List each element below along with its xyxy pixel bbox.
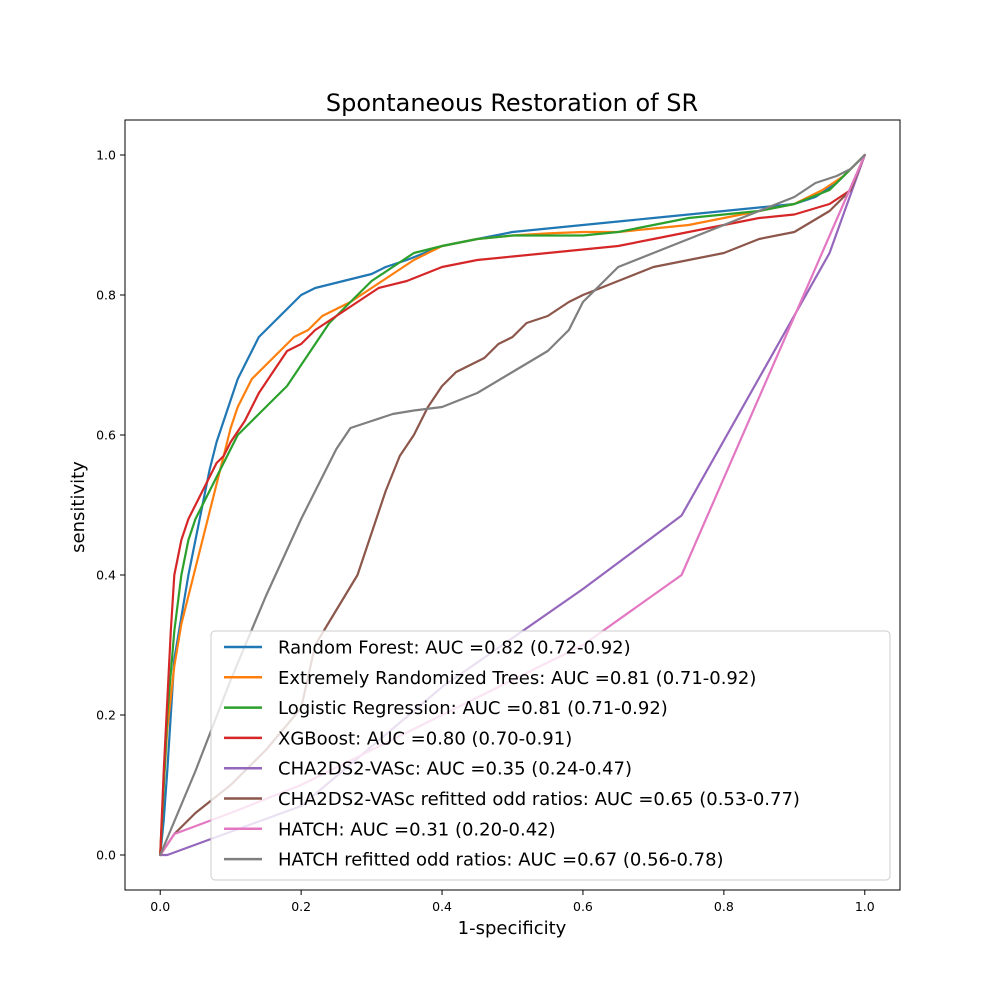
legend-frame	[210, 630, 891, 881]
legend-entry-label: Random Forest: AUC =0.82 (0.72-0.92)	[278, 638, 631, 659]
y-tick-label: 0.2	[96, 708, 116, 723]
x-tick-label: 1.0	[855, 899, 875, 914]
plot-frame	[124, 119, 901, 891]
x-axis-label: 1-specificity	[458, 918, 567, 939]
x-tick-label: 0.4	[432, 899, 452, 914]
legend-entry-label: CHA2DS2-VASc refitted odd ratios: AUC =0…	[278, 789, 800, 810]
x-tick-label: 0.8	[714, 899, 734, 914]
y-tick-label: 0.4	[96, 568, 116, 583]
legend-entry-label: HATCH refitted odd ratios: AUC =0.67 (0.…	[278, 850, 724, 871]
y-axis-label: sensitivity	[68, 461, 89, 553]
legend-entry-label: Logistic Regression: AUC =0.81 (0.71-0.9…	[278, 698, 668, 719]
legend: Random Forest: AUC =0.82 (0.72-0.92) Extr…	[210, 630, 891, 881]
x-tick-label: 0.0	[150, 899, 170, 914]
y-tick-label: 1.0	[96, 148, 116, 163]
series-line-3	[159, 153, 866, 857]
series-line-0	[159, 153, 866, 857]
ticks-layer: 0.0 0.2 0.4 0.6 0.8 1.0 0.0 0.2 0.4 0.6 0.8 1.0	[96, 148, 875, 915]
chart-title: Spontaneous Restoration of SR	[326, 89, 698, 117]
legend-entry-label: CHA2DS2-VASc: AUC =0.35 (0.24-0.47)	[278, 759, 632, 780]
legend-entry-label: XGBoost: AUC =0.80 (0.70-0.91)	[278, 728, 572, 749]
x-tick-label: 0.6	[573, 899, 593, 914]
series-line-2	[159, 153, 866, 857]
legend-entry-label: HATCH: AUC =0.31 (0.20-0.42)	[278, 819, 556, 840]
series-line-7	[159, 153, 866, 857]
y-tick-label: 0.6	[96, 428, 116, 443]
y-tick-label: 0.0	[96, 848, 116, 863]
y-tick-label: 0.8	[96, 288, 116, 303]
legend-entry-label: Extremely Randomized Trees: AUC =0.81 (0…	[278, 668, 756, 689]
x-tick-label: 0.2	[291, 899, 311, 914]
series-line-1	[159, 153, 866, 857]
